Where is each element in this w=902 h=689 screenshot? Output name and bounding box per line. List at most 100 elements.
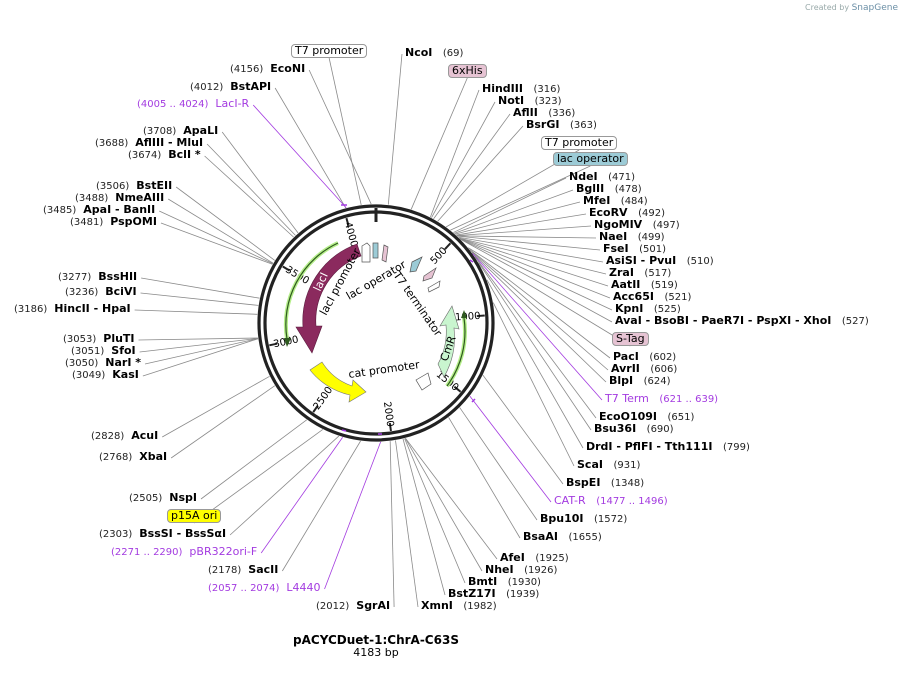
enzyme-site-label[interactable]: FseI (501) <box>603 243 666 256</box>
enzyme-site-label[interactable]: AsiSI - PvuI (510) <box>606 255 714 268</box>
enzyme-site-label[interactable]: (2303) BssSI - BssSαI <box>99 528 226 541</box>
tick-label: 2500 <box>312 385 336 412</box>
laci-feature-arrow[interactable] <box>295 243 362 354</box>
enzyme-site-label[interactable]: (3674) BclI * <box>128 149 201 162</box>
lacI-promoter-arrow <box>361 242 371 263</box>
enzyme-site-label[interactable]: (2178) SacII <box>208 564 278 577</box>
enzyme-site-label[interactable]: PacI (602) <box>613 351 676 364</box>
primer-label[interactable]: (2271 .. 2290) pBR322ori-F <box>111 546 257 559</box>
enzyme-site-label[interactable]: (3053) PluTI <box>63 333 135 346</box>
enzyme-site-label[interactable]: (3236) BciVI <box>65 286 137 299</box>
enzyme-site-label[interactable]: (3277) BssHII <box>58 271 137 284</box>
s-tag-mark <box>422 267 437 282</box>
enzyme-site-label[interactable]: BglII (478) <box>576 183 642 196</box>
enzyme-site-label[interactable]: BsrGI (363) <box>526 119 597 132</box>
leader-line <box>474 256 597 419</box>
primer-label[interactable]: CAT-R (1477 .. 1496) <box>554 495 668 508</box>
enzyme-site-label[interactable]: AvrII (606) <box>611 363 677 376</box>
enzyme-site-label[interactable]: NaeI (499) <box>599 231 665 244</box>
enzyme-site-label[interactable]: (3050) NarI * <box>65 357 141 370</box>
enzyme-site-label[interactable]: XmnI (1982) <box>421 600 497 613</box>
enzyme-site-label[interactable]: BlpI (624) <box>609 375 671 388</box>
enzyme-site-label[interactable]: BmtI (1930) <box>468 576 541 589</box>
leader-line <box>459 407 538 521</box>
enzyme-site-label[interactable]: (3708) ApaLI <box>143 125 218 138</box>
enzyme-site-label[interactable]: (3506) BstEII <box>96 180 172 193</box>
site-position: (1925) <box>535 553 569 564</box>
enzyme-site-label[interactable]: (2012) SgrAI <box>316 600 390 613</box>
enzyme-site-label[interactable]: AflII (336) <box>513 107 575 120</box>
feature-box-label[interactable]: T7 promoter <box>291 44 368 58</box>
enzyme-site-label[interactable]: AatII (519) <box>611 279 678 292</box>
enzyme-site-label[interactable]: NgoMIV (497) <box>594 219 680 232</box>
leader-line <box>458 236 604 263</box>
site-position: (510) <box>686 256 714 267</box>
leader-line <box>404 438 466 584</box>
site-name: NotI <box>498 94 525 107</box>
enzyme-site-label[interactable]: Bsu36I (690) <box>594 423 674 436</box>
enzyme-site-label[interactable]: NdeI (471) <box>569 171 635 184</box>
primer-label[interactable]: (4005 .. 4024) LacI-R <box>137 98 249 111</box>
feature-box-label[interactable]: lac operator <box>553 152 628 166</box>
enzyme-site-label[interactable]: NcoI (69) <box>405 47 463 60</box>
enzyme-site-label[interactable]: AfeI (1925) <box>500 552 569 565</box>
site-position: (931) <box>613 460 641 471</box>
p15a-ori-feature-arrow[interactable] <box>309 361 367 403</box>
leader-line <box>469 249 611 359</box>
enzyme-site-label[interactable]: HindIII (316) <box>482 83 560 96</box>
leader-line <box>456 213 587 236</box>
enzyme-site-label[interactable]: BstZ17I (1939) <box>448 588 539 601</box>
leader-line <box>252 104 347 209</box>
enzyme-site-label[interactable]: AvaI - BsoBI - PaeR7I - PspXI - XhoI (52… <box>615 315 869 328</box>
enzyme-site-label[interactable]: MfeI (484) <box>583 195 648 208</box>
leader-line <box>482 374 564 485</box>
site-position: (501) <box>639 244 667 255</box>
enzyme-site-label[interactable]: Bpu10I (1572) <box>540 513 627 526</box>
enzyme-site-label[interactable]: EcoO109I (651) <box>599 411 694 424</box>
enzyme-site-label[interactable]: EcoRV (492) <box>589 207 665 220</box>
tick-mark <box>476 314 485 318</box>
enzyme-site-label[interactable]: NheI (1926) <box>485 564 557 577</box>
leader-line <box>141 277 260 299</box>
enzyme-site-label[interactable]: (3049) KasI <box>72 369 139 382</box>
primer-label[interactable]: (2057 .. 2074) L4440 <box>208 582 321 595</box>
site-name: NgoMIV <box>594 218 643 231</box>
enzyme-site-label[interactable]: (3485) ApaI - BanII <box>43 204 155 217</box>
site-position: (2303) <box>99 529 133 540</box>
leader-line <box>167 198 274 264</box>
enzyme-site-label[interactable]: ScaI (931) <box>577 459 640 472</box>
enzyme-site-label[interactable]: (3488) NmeAIII <box>75 192 164 205</box>
enzyme-site-label[interactable]: BspEI (1348) <box>566 477 644 490</box>
site-name: LacI-R <box>215 97 250 110</box>
feature-box-label[interactable]: p15A ori <box>167 509 222 523</box>
tick-mark <box>345 217 350 227</box>
enzyme-site-label[interactable]: KpnI (525) <box>615 303 681 316</box>
enzyme-site-label[interactable]: (4012) BstAPI <box>190 81 271 94</box>
feature-box-label[interactable]: T7 promoter <box>541 136 618 150</box>
leader-line <box>140 292 259 306</box>
leader-line <box>469 249 609 371</box>
site-position: (3053) <box>63 334 97 345</box>
leader-line <box>410 77 468 210</box>
enzyme-site-label[interactable]: ZraI (517) <box>609 267 671 280</box>
feature-box-label[interactable]: 6xHis <box>448 64 487 78</box>
enzyme-site-label[interactable]: DrdI - PflFI - Tth111I (799) <box>586 441 750 454</box>
enzyme-site-label[interactable]: (3481) PspOMI <box>70 216 157 229</box>
primer-label[interactable]: T7 Term (621 .. 639) <box>605 393 718 406</box>
feature-box-label[interactable]: S-Tag <box>612 332 649 346</box>
enzyme-site-label[interactable]: (3186) HincII - HpaI <box>14 303 131 316</box>
tick-mark <box>282 265 291 272</box>
site-name: AvrII <box>611 362 640 375</box>
enzyme-site-label[interactable]: (4156) EcoNI <box>230 63 305 76</box>
enzyme-site-label[interactable]: (3688) AflIII - MluI <box>95 137 203 150</box>
enzyme-site-label[interactable]: (2828) AcuI <box>91 430 158 443</box>
enzyme-site-label[interactable]: BsaAI (1655) <box>523 531 602 544</box>
enzyme-site-label[interactable]: Acc65I (521) <box>613 291 691 304</box>
enzyme-site-label[interactable]: (3051) SfoI <box>71 345 136 358</box>
enzyme-site-label[interactable]: (2768) XbaI <box>99 451 167 464</box>
enzyme-site-label[interactable]: (2505) NspI <box>129 492 197 505</box>
enzyme-site-label[interactable]: NotI (323) <box>498 95 562 108</box>
site-position: (1655) <box>568 532 602 543</box>
site-name: BclI * <box>168 148 201 161</box>
cmr-feature-arrow[interactable] <box>437 305 460 378</box>
